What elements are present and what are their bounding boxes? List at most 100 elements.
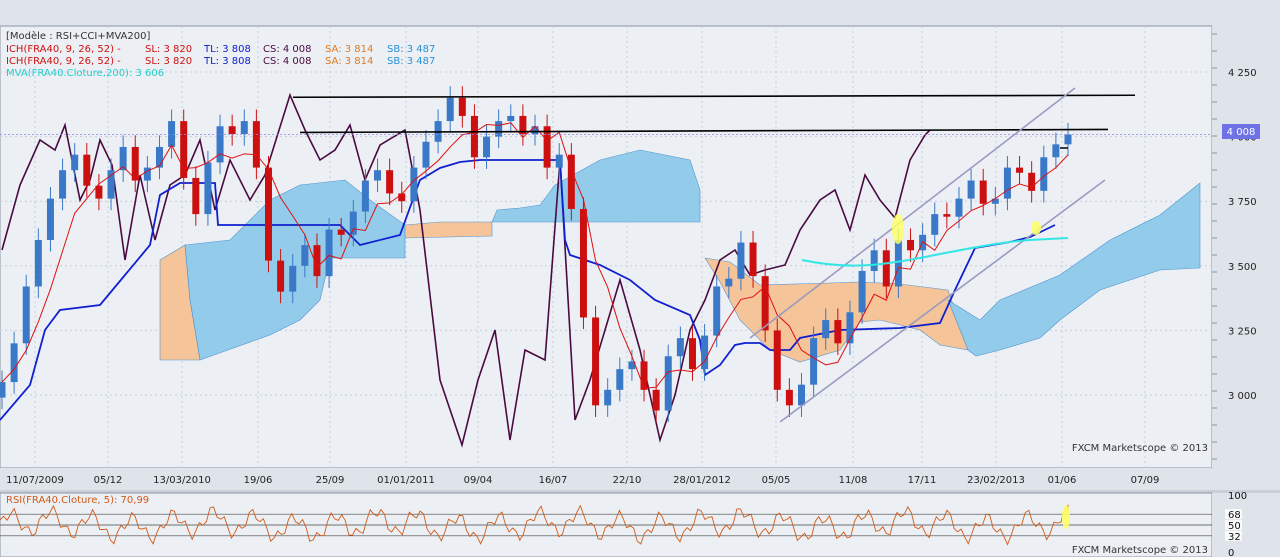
candle-body	[422, 141, 430, 168]
candle-body	[361, 180, 369, 212]
candle-body	[810, 338, 818, 385]
candle-body	[761, 276, 769, 331]
candle-body	[943, 214, 951, 217]
x-tick-label: 01/01/2011	[377, 475, 435, 486]
candle-body	[882, 250, 890, 287]
rsi-line	[0, 504, 1069, 546]
rsi-tick-label: 100	[1228, 491, 1247, 502]
candle-body	[446, 97, 454, 122]
cloud-bull-region	[491, 149, 701, 223]
x-tick-label: 07/09	[1131, 475, 1160, 486]
candle-body	[846, 312, 854, 344]
candle-body	[10, 343, 18, 383]
x-tick-label: 17/11	[908, 475, 937, 486]
candle-body	[337, 229, 345, 235]
chikou-span	[1, 92, 931, 448]
candle-body	[277, 260, 285, 292]
y-tick-label: 3 250	[1228, 326, 1257, 337]
resistance-line-upper	[292, 94, 1136, 99]
watermark-main: FXCM Marketscope © 2013	[1072, 443, 1208, 454]
candle-body	[22, 286, 30, 344]
price-badge	[1222, 124, 1260, 139]
resistance-line-lower	[299, 128, 1109, 134]
highlight-marker	[892, 214, 904, 244]
candle-body	[858, 270, 866, 313]
candle-body	[676, 338, 684, 357]
legend-ich2-sa: SA: 3 814	[325, 56, 373, 67]
candle-body	[1052, 144, 1060, 158]
rsi-legend: RSI(FRA40.Cloture, 5): 70,99	[6, 495, 149, 506]
candle-body	[798, 384, 805, 406]
trend-channel-upper	[749, 87, 1076, 339]
x-tick-label: 05/05	[762, 475, 791, 486]
candle-body	[107, 170, 115, 199]
y-tick-label: 3 750	[1228, 197, 1257, 208]
candle-body	[979, 180, 987, 204]
annotations	[0, 87, 1212, 423]
candle-body	[604, 389, 612, 406]
x-tick-label: 25/09	[316, 475, 345, 486]
candle-body	[240, 121, 248, 135]
legend-model: [Modèle : RSI+CCI+MVA200]	[6, 30, 150, 42]
legend-mva: MVA(FRA40.Cloture,200): 3 606	[6, 68, 164, 79]
candle-body	[1040, 157, 1048, 191]
rsi-tick-bg	[1225, 509, 1242, 520]
legend-ich2-prefix: ICH(FRA40, 9, 26, 52) -	[6, 56, 121, 67]
highlight-marker	[1031, 221, 1041, 235]
x-tick-label: 11/07/2009	[6, 475, 64, 486]
candle-body	[1016, 167, 1024, 173]
tenkan-line	[1, 122, 1069, 389]
legend-ich-2: ICH(FRA40, 9, 26, 52) - SL: 3 820 TL: 3 …	[6, 56, 435, 67]
cloud-bear-region	[159, 244, 201, 361]
y-tick-label: 3 000	[1228, 391, 1257, 402]
candle-body	[495, 121, 503, 137]
candle-body	[785, 389, 793, 406]
price-badge-label: 4 008	[1227, 127, 1256, 138]
legend-ich1-cs: CS: 4 008	[263, 44, 312, 55]
candle-body	[143, 167, 151, 181]
cloud-bear-region	[404, 221, 493, 239]
candle-body	[616, 369, 624, 390]
legend-ich1-sl: SL: 3 820	[145, 44, 192, 55]
candle-body	[640, 361, 648, 390]
candle-body	[83, 154, 91, 186]
rsi-tick-label: 32	[1228, 532, 1241, 543]
candle-body	[701, 335, 709, 370]
candle-body	[349, 211, 357, 235]
x-tick-label: 22/10	[613, 475, 642, 486]
candle-body	[519, 115, 527, 135]
mva200-line	[801, 237, 1069, 267]
candle-body	[325, 229, 333, 277]
candle-body	[483, 136, 491, 158]
y-tick-label: 4 250	[1228, 68, 1257, 79]
rsi-highlight-marker	[1062, 505, 1070, 529]
chikou-line	[1, 92, 931, 448]
candle-body	[0, 382, 6, 398]
candle-body	[579, 208, 587, 318]
candle-body	[555, 154, 563, 168]
x-tick-label: 28/01/2012	[673, 475, 731, 486]
x-tick-label: 16/07	[539, 475, 568, 486]
candle-body	[301, 245, 309, 266]
candle-body	[71, 154, 79, 171]
candle-body	[543, 126, 551, 168]
candle-body	[398, 193, 406, 202]
rsi-tick-label: 68	[1228, 510, 1241, 521]
candle-body	[131, 146, 139, 181]
x-axis-ticks: 11/07/2009 05/12 13/03/2010 19/06 25/09 01/01…	[6, 475, 1159, 486]
candle-body	[955, 198, 963, 217]
x-axis-panel	[0, 468, 1212, 490]
candle-body	[688, 338, 696, 370]
x-tick-label: 05/12	[94, 475, 123, 486]
candle-body	[216, 126, 224, 163]
legend-ich-1: ICH(FRA40, 9, 26, 52) - SL: 3 820 TL: 3 …	[6, 44, 435, 55]
candle-body	[46, 198, 54, 240]
legend-ich1-sb: SB: 3 487	[387, 44, 435, 55]
candle-body	[374, 170, 382, 181]
legend-ich2-tl: TL: 3 808	[203, 56, 251, 67]
candle-body	[907, 239, 915, 251]
watermark-rsi: FXCM Marketscope © 2013	[1072, 545, 1208, 556]
candle-body	[34, 239, 42, 287]
